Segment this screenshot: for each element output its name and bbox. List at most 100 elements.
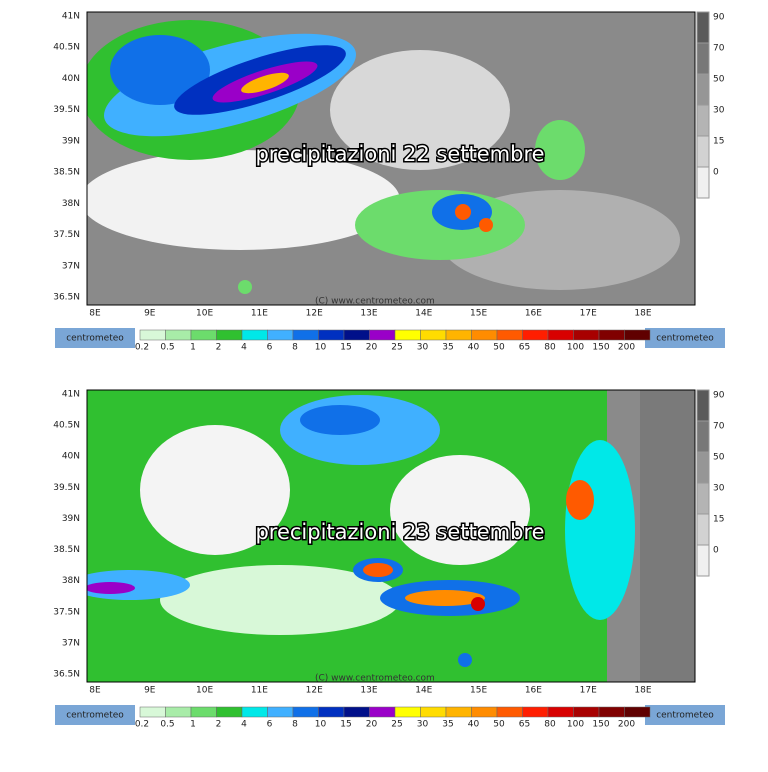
lon-label: 10E [196, 686, 213, 696]
cloud-scale-box [696, 420, 710, 453]
logo: centrometeo [656, 334, 714, 344]
colorbar-label: 0.2 [135, 343, 149, 353]
colorbar-label: 65 [519, 343, 530, 353]
lat-label: 41N [62, 390, 80, 400]
colorbar-label: 150 [592, 343, 609, 353]
logo-box [645, 705, 725, 725]
colorbar-box [445, 329, 472, 341]
colorbar-box [267, 329, 294, 341]
lat-label: 38.5N [53, 168, 80, 178]
lon-label: 15E [470, 686, 487, 696]
cloud-scale-label: 70 [713, 422, 725, 432]
colorbar-box [241, 706, 268, 718]
colorbar-box [190, 329, 217, 341]
colorbar-box [522, 706, 549, 718]
colorbar-box [471, 329, 498, 341]
cloud-scale-box [696, 42, 710, 75]
cloud-scale-box [696, 73, 710, 106]
lon-label: 8E [89, 686, 101, 696]
colorbar-box [420, 329, 447, 341]
lon-label: 10E [196, 309, 213, 319]
cloud-scale-label: 90 [713, 13, 725, 23]
colorbar-label: 35 [442, 343, 453, 353]
colorbar-box [216, 706, 243, 718]
cloud-scale-box [696, 11, 710, 44]
panel-title: precipitazioni 22 settembre [255, 142, 544, 166]
lat-label: 40N [62, 74, 80, 84]
colorbar-label: 6 [267, 343, 273, 353]
colorbar-box [522, 329, 549, 341]
colorbar-box [624, 706, 651, 718]
colorbar-label: 15 [340, 343, 351, 353]
lon-label: 17E [580, 309, 597, 319]
colorbar-label: 0.2 [135, 720, 149, 730]
colorbar-label: 0.5 [160, 720, 174, 730]
colorbar-box [547, 706, 574, 718]
lon-label: 14E [415, 309, 432, 319]
logo: centrometeo [656, 711, 714, 721]
lon-label: 12E [306, 686, 323, 696]
lat-label: 37N [62, 638, 80, 648]
colorbar-label: 2 [216, 720, 222, 730]
logo-box [55, 328, 135, 348]
colorbar-label: 0.5 [160, 343, 174, 353]
colorbar-label: 40 [468, 720, 480, 730]
colorbar-box [292, 706, 319, 718]
colorbar-box [369, 706, 396, 718]
lat-label: 40.5N [53, 421, 80, 431]
colorbar-label: 100 [567, 720, 584, 730]
colorbar-label: 2 [216, 343, 222, 353]
lat-label: 40N [62, 452, 80, 462]
colorbar-label: 1 [190, 343, 196, 353]
colorbar-box [318, 706, 345, 718]
map-1 [87, 12, 695, 305]
lat-label: 36.5N [53, 670, 80, 680]
colorbar-label: 10 [315, 720, 327, 730]
colorbar-box [190, 706, 217, 718]
colorbar-label: 35 [442, 720, 453, 730]
lon-label: 13E [360, 686, 377, 696]
logo: centrometeo [66, 334, 124, 344]
cloud-scale-label: 15 [713, 515, 724, 525]
lat-label: 39.5N [53, 105, 80, 115]
colorbar-box [445, 706, 472, 718]
lon-label: 18E [634, 309, 651, 319]
colorbar-label: 50 [493, 343, 505, 353]
colorbar-box [165, 706, 192, 718]
lon-label: 9E [144, 686, 156, 696]
cloud-scale-box [696, 104, 710, 137]
colorbar-label: 6 [267, 720, 273, 730]
cloud-scale-box [696, 389, 710, 422]
colorbar-box [598, 706, 625, 718]
lat-label: 37N [62, 261, 80, 271]
lon-label: 9E [144, 309, 156, 319]
colorbar-box [139, 706, 166, 718]
cloud-scale-label: 70 [713, 44, 725, 54]
colorbar-label: 4 [241, 343, 247, 353]
colorbar-box [471, 706, 498, 718]
colorbar-label: 10 [315, 343, 327, 353]
cloud-scale-label: 50 [713, 453, 725, 463]
colorbar-label: 8 [292, 720, 298, 730]
lat-label: 39N [62, 514, 80, 524]
cloud-scale-label: 15 [713, 137, 724, 147]
logo-box [645, 328, 725, 348]
colorbar-label: 8 [292, 343, 298, 353]
cloud-scale-box [696, 544, 710, 577]
colorbar-label: 80 [544, 720, 556, 730]
colorbar-box [216, 329, 243, 341]
colorbar-box [267, 706, 294, 718]
lat-label: 36.5N [53, 293, 80, 303]
colorbar-label: 50 [493, 720, 505, 730]
colorbar-box [573, 706, 600, 718]
colorbar-box [394, 329, 421, 341]
colorbar-label: 1 [190, 720, 196, 730]
colorbar-label: 65 [519, 720, 530, 730]
lat-label: 38.5N [53, 545, 80, 555]
cloud-scale-box [696, 135, 710, 168]
cloud-scale-label: 90 [713, 391, 725, 401]
lon-label: 16E [525, 309, 542, 319]
colorbar-box [165, 329, 192, 341]
lat-label: 38N [62, 576, 80, 586]
lon-label: 11E [251, 686, 268, 696]
